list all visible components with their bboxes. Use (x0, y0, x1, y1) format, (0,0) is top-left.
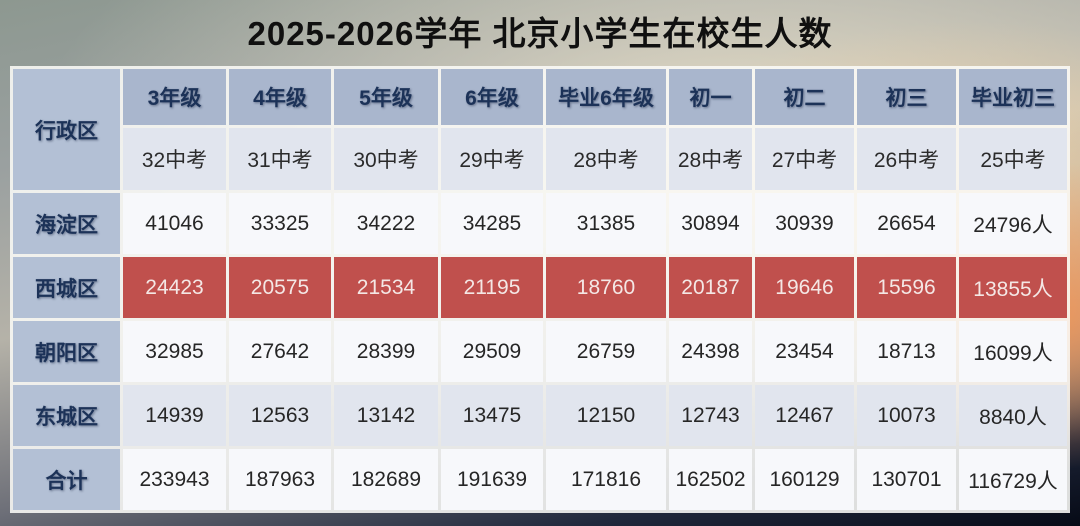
grade-header-cell: 4年级 (229, 69, 331, 125)
table-row-海淀区: 海淀区 41046 33325 34222 34285 31385 30894 30939 26… (13, 193, 1067, 254)
district-label: 合计 (13, 449, 120, 510)
exam-year-cell: 28中考 (546, 128, 666, 190)
data-cell: 187963 (229, 449, 331, 510)
data-cell: 10073 (857, 385, 956, 446)
district-label: 西城区 (13, 257, 120, 318)
data-cell: 191639 (441, 449, 543, 510)
page-title: 2025-2026学年 北京小学生在校生人数 (247, 15, 833, 52)
exam-year-row: 32中考 31中考 30中考 29中考 28中考 28中考 27中考 26中考 25中考 (13, 128, 1067, 190)
enrollment-table: 行政区 3年级 4年级 5年级 6年级 毕业6年级 初一 初二 初三 毕业初三 32中考 31中考 30… (10, 66, 1070, 513)
district-label: 朝阳区 (13, 321, 120, 382)
data-cell: 24796人 (959, 193, 1067, 254)
data-cell: 13475 (441, 385, 543, 446)
data-cell: 30894 (669, 193, 752, 254)
data-cell: 12150 (546, 385, 666, 446)
district-label: 海淀区 (13, 193, 120, 254)
exam-year-cell: 32中考 (123, 128, 226, 190)
exam-year-cell: 30中考 (334, 128, 438, 190)
data-cell: 29509 (441, 321, 543, 382)
exam-year-cell: 31中考 (229, 128, 331, 190)
data-cell: 26654 (857, 193, 956, 254)
data-cell: 34285 (441, 193, 543, 254)
data-cell: 24423 (123, 257, 226, 318)
data-cell: 160129 (755, 449, 854, 510)
data-cell: 14939 (123, 385, 226, 446)
data-cell: 233943 (123, 449, 226, 510)
table-row-朝阳区: 朝阳区 32985 27642 28399 29509 26759 24398 23454 18… (13, 321, 1067, 382)
exam-year-cell: 25中考 (959, 128, 1067, 190)
data-cell: 171816 (546, 449, 666, 510)
table-row-东城区: 东城区 14939 12563 13142 13475 12150 12743 12467 10… (13, 385, 1067, 446)
exam-year-cell: 29中考 (441, 128, 543, 190)
data-cell: 24398 (669, 321, 752, 382)
grade-header-cell: 5年级 (334, 69, 438, 125)
grade-header-row: 行政区 3年级 4年级 5年级 6年级 毕业6年级 初一 初二 初三 毕业初三 (13, 69, 1067, 190)
enrollment-table-body: 行政区 3年级 4年级 5年级 6年级 毕业6年级 初一 初二 初三 毕业初三 32中考 31中考 30… (13, 69, 1067, 510)
data-cell: 34222 (334, 193, 438, 254)
table-row-合计: 合计 233943 187963 182689 191639 171816 162502 16… (13, 449, 1067, 510)
exam-year-cell: 28中考 (669, 128, 752, 190)
data-cell: 130701 (857, 449, 956, 510)
grade-header-cell: 毕业初三 (959, 69, 1067, 125)
data-cell: 31385 (546, 193, 666, 254)
data-cell: 18760 (546, 257, 666, 318)
data-cell: 30939 (755, 193, 854, 254)
data-cell: 20187 (669, 257, 752, 318)
data-cell: 15596 (857, 257, 956, 318)
data-cell: 18713 (857, 321, 956, 382)
data-cell: 8840人 (959, 385, 1067, 446)
data-cell: 21195 (441, 257, 543, 318)
data-cell: 21534 (334, 257, 438, 318)
grade-header-cell: 毕业6年级 (546, 69, 666, 125)
data-cell: 20575 (229, 257, 331, 318)
data-cell: 23454 (755, 321, 854, 382)
data-cell: 13855人 (959, 257, 1067, 318)
data-cell: 16099人 (959, 321, 1067, 382)
grade-header-cell: 初三 (857, 69, 956, 125)
district-label: 东城区 (13, 385, 120, 446)
grade-header-cell: 3年级 (123, 69, 226, 125)
data-cell: 27642 (229, 321, 331, 382)
data-cell: 12743 (669, 385, 752, 446)
table-row-西城区: 西城区 24423 20575 21534 21195 18760 20187 19646 15… (13, 257, 1067, 318)
data-cell: 19646 (755, 257, 854, 318)
enrollment-table-container: 行政区 3年级 4年级 5年级 6年级 毕业6年级 初一 初二 初三 毕业初三 32中考 31中考 30… (10, 66, 1070, 513)
data-cell: 116729人 (959, 449, 1067, 510)
data-cell: 12563 (229, 385, 331, 446)
data-cell: 32985 (123, 321, 226, 382)
data-cell: 182689 (334, 449, 438, 510)
grade-header-cell: 初一 (669, 69, 752, 125)
exam-year-cell: 27中考 (755, 128, 854, 190)
grade-header-cell: 初二 (755, 69, 854, 125)
data-cell: 12467 (755, 385, 854, 446)
data-cell: 26759 (546, 321, 666, 382)
exam-year-cell: 26中考 (857, 128, 956, 190)
corner-header-cell: 行政区 (13, 69, 120, 190)
data-cell: 162502 (669, 449, 752, 510)
grade-header-cell: 6年级 (441, 69, 543, 125)
data-cell: 41046 (123, 193, 226, 254)
data-cell: 28399 (334, 321, 438, 382)
data-cell: 33325 (229, 193, 331, 254)
data-cell: 13142 (334, 385, 438, 446)
